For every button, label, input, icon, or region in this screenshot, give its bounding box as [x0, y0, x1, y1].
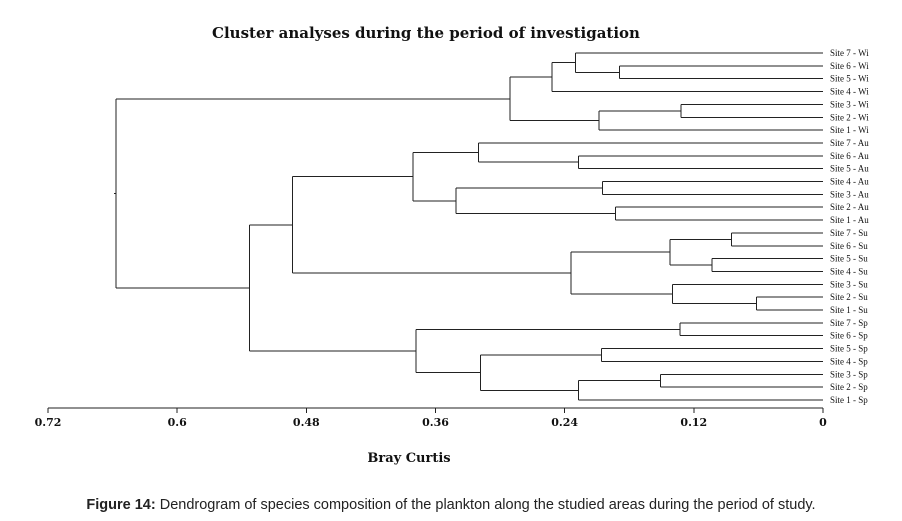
figure-caption: Figure 14: Dendrogram of species composi…: [0, 497, 902, 513]
leaf-label: Site 7 - Sp: [830, 318, 868, 328]
x-tick-label: 0.12: [680, 416, 707, 429]
chart-title: Cluster analyses during the period of in…: [212, 24, 640, 42]
leaf-labels: Site 7 - Wi Site 6 - Wi Site 5 - Wi Site 4 …: [830, 48, 869, 405]
leaf-label: Site 6 - Wi: [830, 61, 869, 71]
x-axis-label: Bray Curtis: [367, 451, 450, 466]
leaf-label: Site 3 - Wi: [830, 99, 869, 109]
figure-caption-text: Dendrogram of species composition of the…: [155, 497, 816, 513]
leaf-label: Site 1 - Au: [830, 215, 869, 225]
x-tick-label: 0.6: [168, 416, 187, 429]
leaf-label: Site 5 - Au: [830, 164, 869, 174]
leaf-label: Site 1 - Wi: [830, 125, 869, 135]
x-tick-label: 0.24: [551, 416, 578, 429]
leaf-label: Site 6 - Su: [830, 241, 868, 251]
x-tick-label: 0.36: [422, 416, 449, 429]
leaf-label: Site 7 - Wi: [830, 48, 869, 58]
x-tick-label: 0.48: [293, 416, 320, 429]
leaf-label: Site 2 - Au: [830, 202, 869, 212]
figure-caption-label: Figure 14:: [86, 497, 156, 513]
leaf-label: Site 1 - Su: [830, 305, 868, 315]
leaf-label: Site 7 - Su: [830, 228, 868, 238]
leaf-label: Site 3 - Su: [830, 279, 868, 289]
leaf-label: Site 4 - Sp: [830, 356, 868, 366]
leaf-label: Site 4 - Su: [830, 266, 868, 276]
leaf-label: Site 1 - Sp: [830, 395, 868, 405]
x-tick-label: 0: [819, 416, 827, 429]
dendrogram-links: [113, 52, 823, 401]
leaf-label: Site 4 - Au: [830, 177, 869, 187]
leaf-label: Site 2 - Su: [830, 292, 868, 302]
leaf-label: Site 3 - Sp: [830, 369, 868, 379]
x-tick-label: 0.72: [35, 416, 62, 429]
leaf-label: Site 5 - Wi: [830, 74, 869, 84]
leaf-label: Site 3 - Au: [830, 189, 869, 199]
leaf-label: Site 2 - Sp: [830, 382, 868, 392]
x-axis: 0.72 0.6 0.48 0.36 0.24 0.12 0: [35, 407, 827, 429]
leaf-label: Site 6 - Au: [830, 151, 869, 161]
leaf-label: Site 5 - Sp: [830, 344, 868, 354]
leaf-label: Site 5 - Su: [830, 254, 868, 264]
leaf-label: Site 7 - Au: [830, 138, 869, 148]
leaf-label: Site 4 - Wi: [830, 87, 869, 97]
leaf-label: Site 2 - Wi: [830, 112, 869, 122]
leaf-label: Site 6 - Sp: [830, 331, 868, 341]
